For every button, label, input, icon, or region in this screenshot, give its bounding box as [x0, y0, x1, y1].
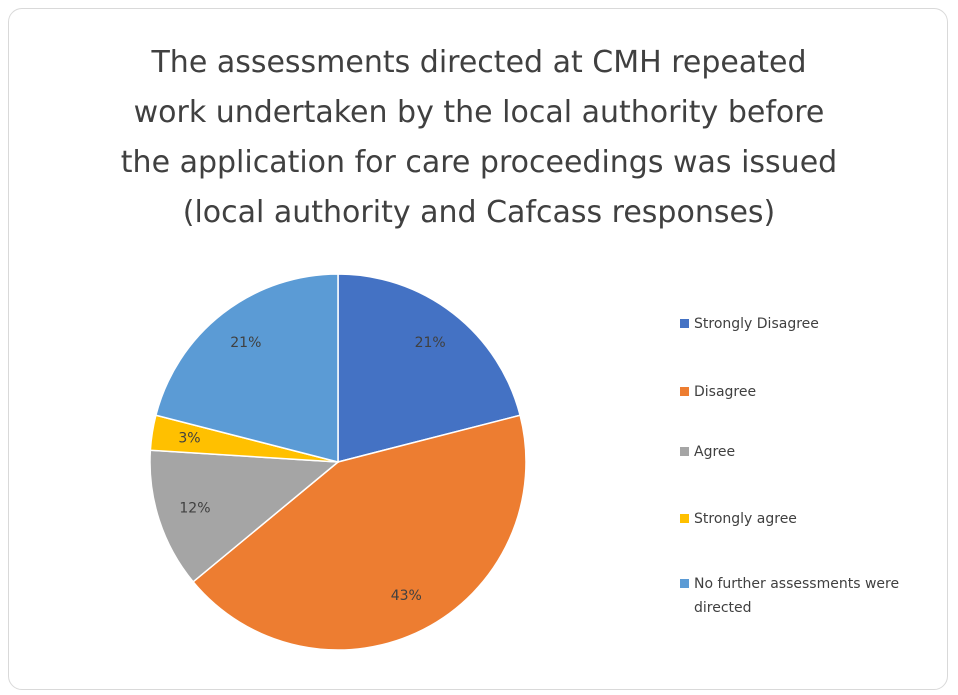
title-line: (local authority and Cafcass responses) [182, 195, 776, 230]
pie-slice [149, 449, 340, 583]
pie-slice [337, 273, 522, 463]
data-label: 3% [178, 430, 200, 446]
legend-item: Strongly agree [680, 507, 950, 531]
pie-slice [192, 414, 527, 651]
pie-slice [154, 273, 339, 463]
data-label: 21% [230, 335, 261, 351]
legend-label: No further assessments were directed [694, 576, 900, 616]
data-label: 12% [179, 500, 210, 516]
legend-swatch [680, 387, 689, 396]
legend-swatch [680, 319, 689, 328]
legend-label: Strongly Disagree [694, 316, 819, 332]
legend-label: Disagree [694, 384, 757, 400]
data-label: 21% [415, 335, 446, 351]
legend-swatch [680, 514, 689, 523]
legend-label: Strongly agree [694, 511, 797, 527]
legend-item: No further assessments were directed [680, 572, 950, 620]
legend-swatch [680, 579, 689, 588]
chart-title: The assessments directed at CMH repeated… [0, 38, 958, 238]
title-line: work undertaken by the local authority b… [133, 95, 825, 130]
title-line: The assessments directed at CMH repeated [151, 45, 807, 80]
legend-swatch [680, 447, 689, 456]
legend-item: Agree [680, 440, 950, 464]
legend-label: Agree [694, 444, 736, 460]
title-line: the application for care proceedings was… [120, 145, 838, 180]
data-label: 43% [391, 588, 422, 604]
legend-item: Strongly Disagree [680, 312, 950, 336]
legend-item: Disagree [680, 380, 950, 404]
